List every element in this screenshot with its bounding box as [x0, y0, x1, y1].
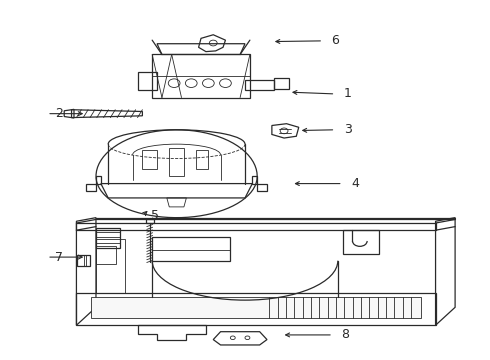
- Text: 2: 2: [55, 107, 63, 120]
- Text: 6: 6: [331, 34, 340, 48]
- Bar: [169, 148, 184, 176]
- Bar: [96, 228, 121, 248]
- Bar: [146, 219, 154, 223]
- Text: 5: 5: [150, 210, 159, 222]
- Bar: [143, 149, 157, 169]
- Text: 8: 8: [341, 328, 349, 341]
- Bar: [196, 149, 208, 169]
- Bar: [343, 230, 379, 253]
- Polygon shape: [91, 297, 421, 318]
- Text: 4: 4: [351, 177, 359, 190]
- Text: 1: 1: [343, 87, 351, 100]
- Text: 7: 7: [55, 251, 63, 264]
- Bar: [96, 239, 125, 293]
- Bar: [152, 237, 230, 261]
- Text: 3: 3: [343, 123, 351, 136]
